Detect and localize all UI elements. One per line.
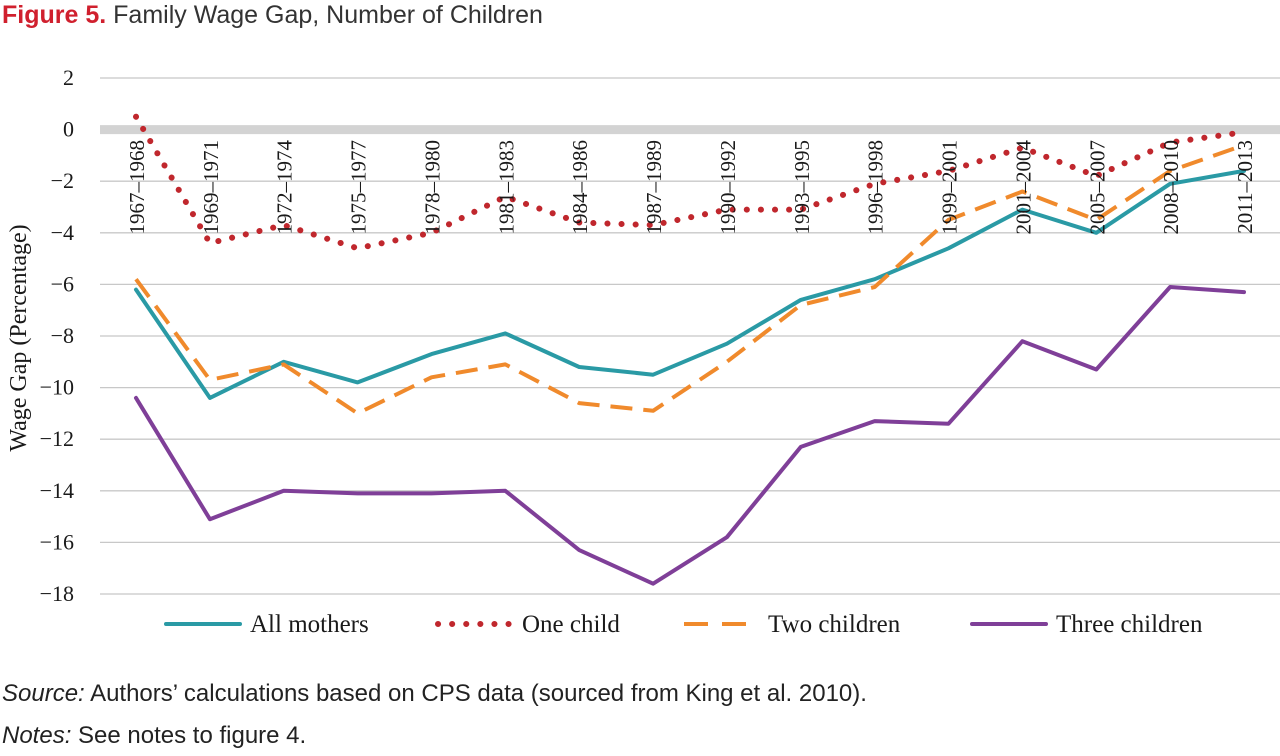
x-tick-label: 1984–1986 (568, 140, 592, 235)
y-tick-label: −8 (51, 323, 74, 348)
series-line-all-mothers (134, 168, 1246, 400)
x-tick-label: 2011–2013 (1233, 140, 1257, 234)
x-axis: 1967–1968 1969–1971 1972–1974 1975–1977 1978… (125, 140, 1257, 235)
legend-label-two-children: Two children (768, 611, 901, 638)
y-tick-label: −18 (40, 581, 74, 606)
legend: All mothers One child Two children Three ch… (164, 611, 1203, 638)
series-line-three-children (134, 285, 1246, 586)
source-text: Authors’ calculations based on CPS data … (90, 680, 867, 707)
x-tick-label: 2008–2010 (1159, 140, 1183, 235)
figure-label: Figure 5. (2, 1, 107, 29)
notes-note: Notes: See notes to figure 4. (2, 722, 306, 750)
legend-label-three-children: Three children (1056, 611, 1203, 638)
x-tick-label: 2005–2007 (1085, 140, 1109, 235)
y-tick-label: −4 (51, 220, 74, 245)
series-line-two-children (134, 143, 1245, 416)
x-tick-label: 1999–2001 (938, 140, 962, 235)
x-tick-label: 1975–1977 (347, 140, 371, 235)
y-tick-label: 0 (63, 117, 74, 142)
x-tick-label: 1972–1974 (273, 140, 297, 235)
y-tick-label: −16 (40, 529, 74, 554)
line-chart: 2 0 −2 −4 −6 −8 −10 −12 −14 −16 −18 Wage Gap (Perc… (6, 65, 1280, 638)
legend-label-all-mothers: All mothers (250, 611, 369, 638)
source-label: Source: (2, 680, 85, 707)
x-tick-label: 1996–1998 (864, 140, 888, 235)
x-tick-label: 1990–1992 (716, 140, 740, 235)
x-tick-label: 1981–1983 (494, 140, 518, 235)
y-axis: 2 0 −2 −4 −6 −8 −10 −12 −14 −16 −18 (40, 65, 74, 606)
source-note: Source: Authors’ calculations based on C… (2, 680, 867, 708)
figure-title-text: Family Wage Gap, Number of Children (113, 1, 543, 29)
data-lines (133, 113, 1247, 586)
legend-label-one-child: One child (522, 611, 620, 638)
x-tick-label: 1987–1989 (642, 140, 666, 235)
notes-text: See notes to figure 4. (78, 722, 307, 749)
x-tick-label: 1967–1968 (125, 140, 149, 235)
series-line-one-child (133, 113, 1247, 252)
y-tick-label: −2 (51, 168, 74, 193)
y-tick-label: −12 (40, 426, 74, 451)
x-tick-label: 1993–1995 (790, 140, 814, 235)
x-tick-label: 2001–2004 (1011, 140, 1035, 235)
y-axis-title: Wage Gap (Percentage) (6, 224, 32, 451)
notes-label: Notes: (2, 722, 72, 749)
y-tick-label: −10 (40, 375, 74, 400)
y-tick-label: 2 (63, 65, 74, 90)
x-tick-label: 1969–1971 (199, 140, 223, 235)
y-tick-label: −6 (51, 271, 74, 296)
y-tick-label: −14 (40, 478, 74, 503)
figure-title: Figure 5. Family Wage Gap, Number of Chi… (2, 0, 543, 30)
x-tick-label: 1978–1980 (421, 140, 445, 235)
